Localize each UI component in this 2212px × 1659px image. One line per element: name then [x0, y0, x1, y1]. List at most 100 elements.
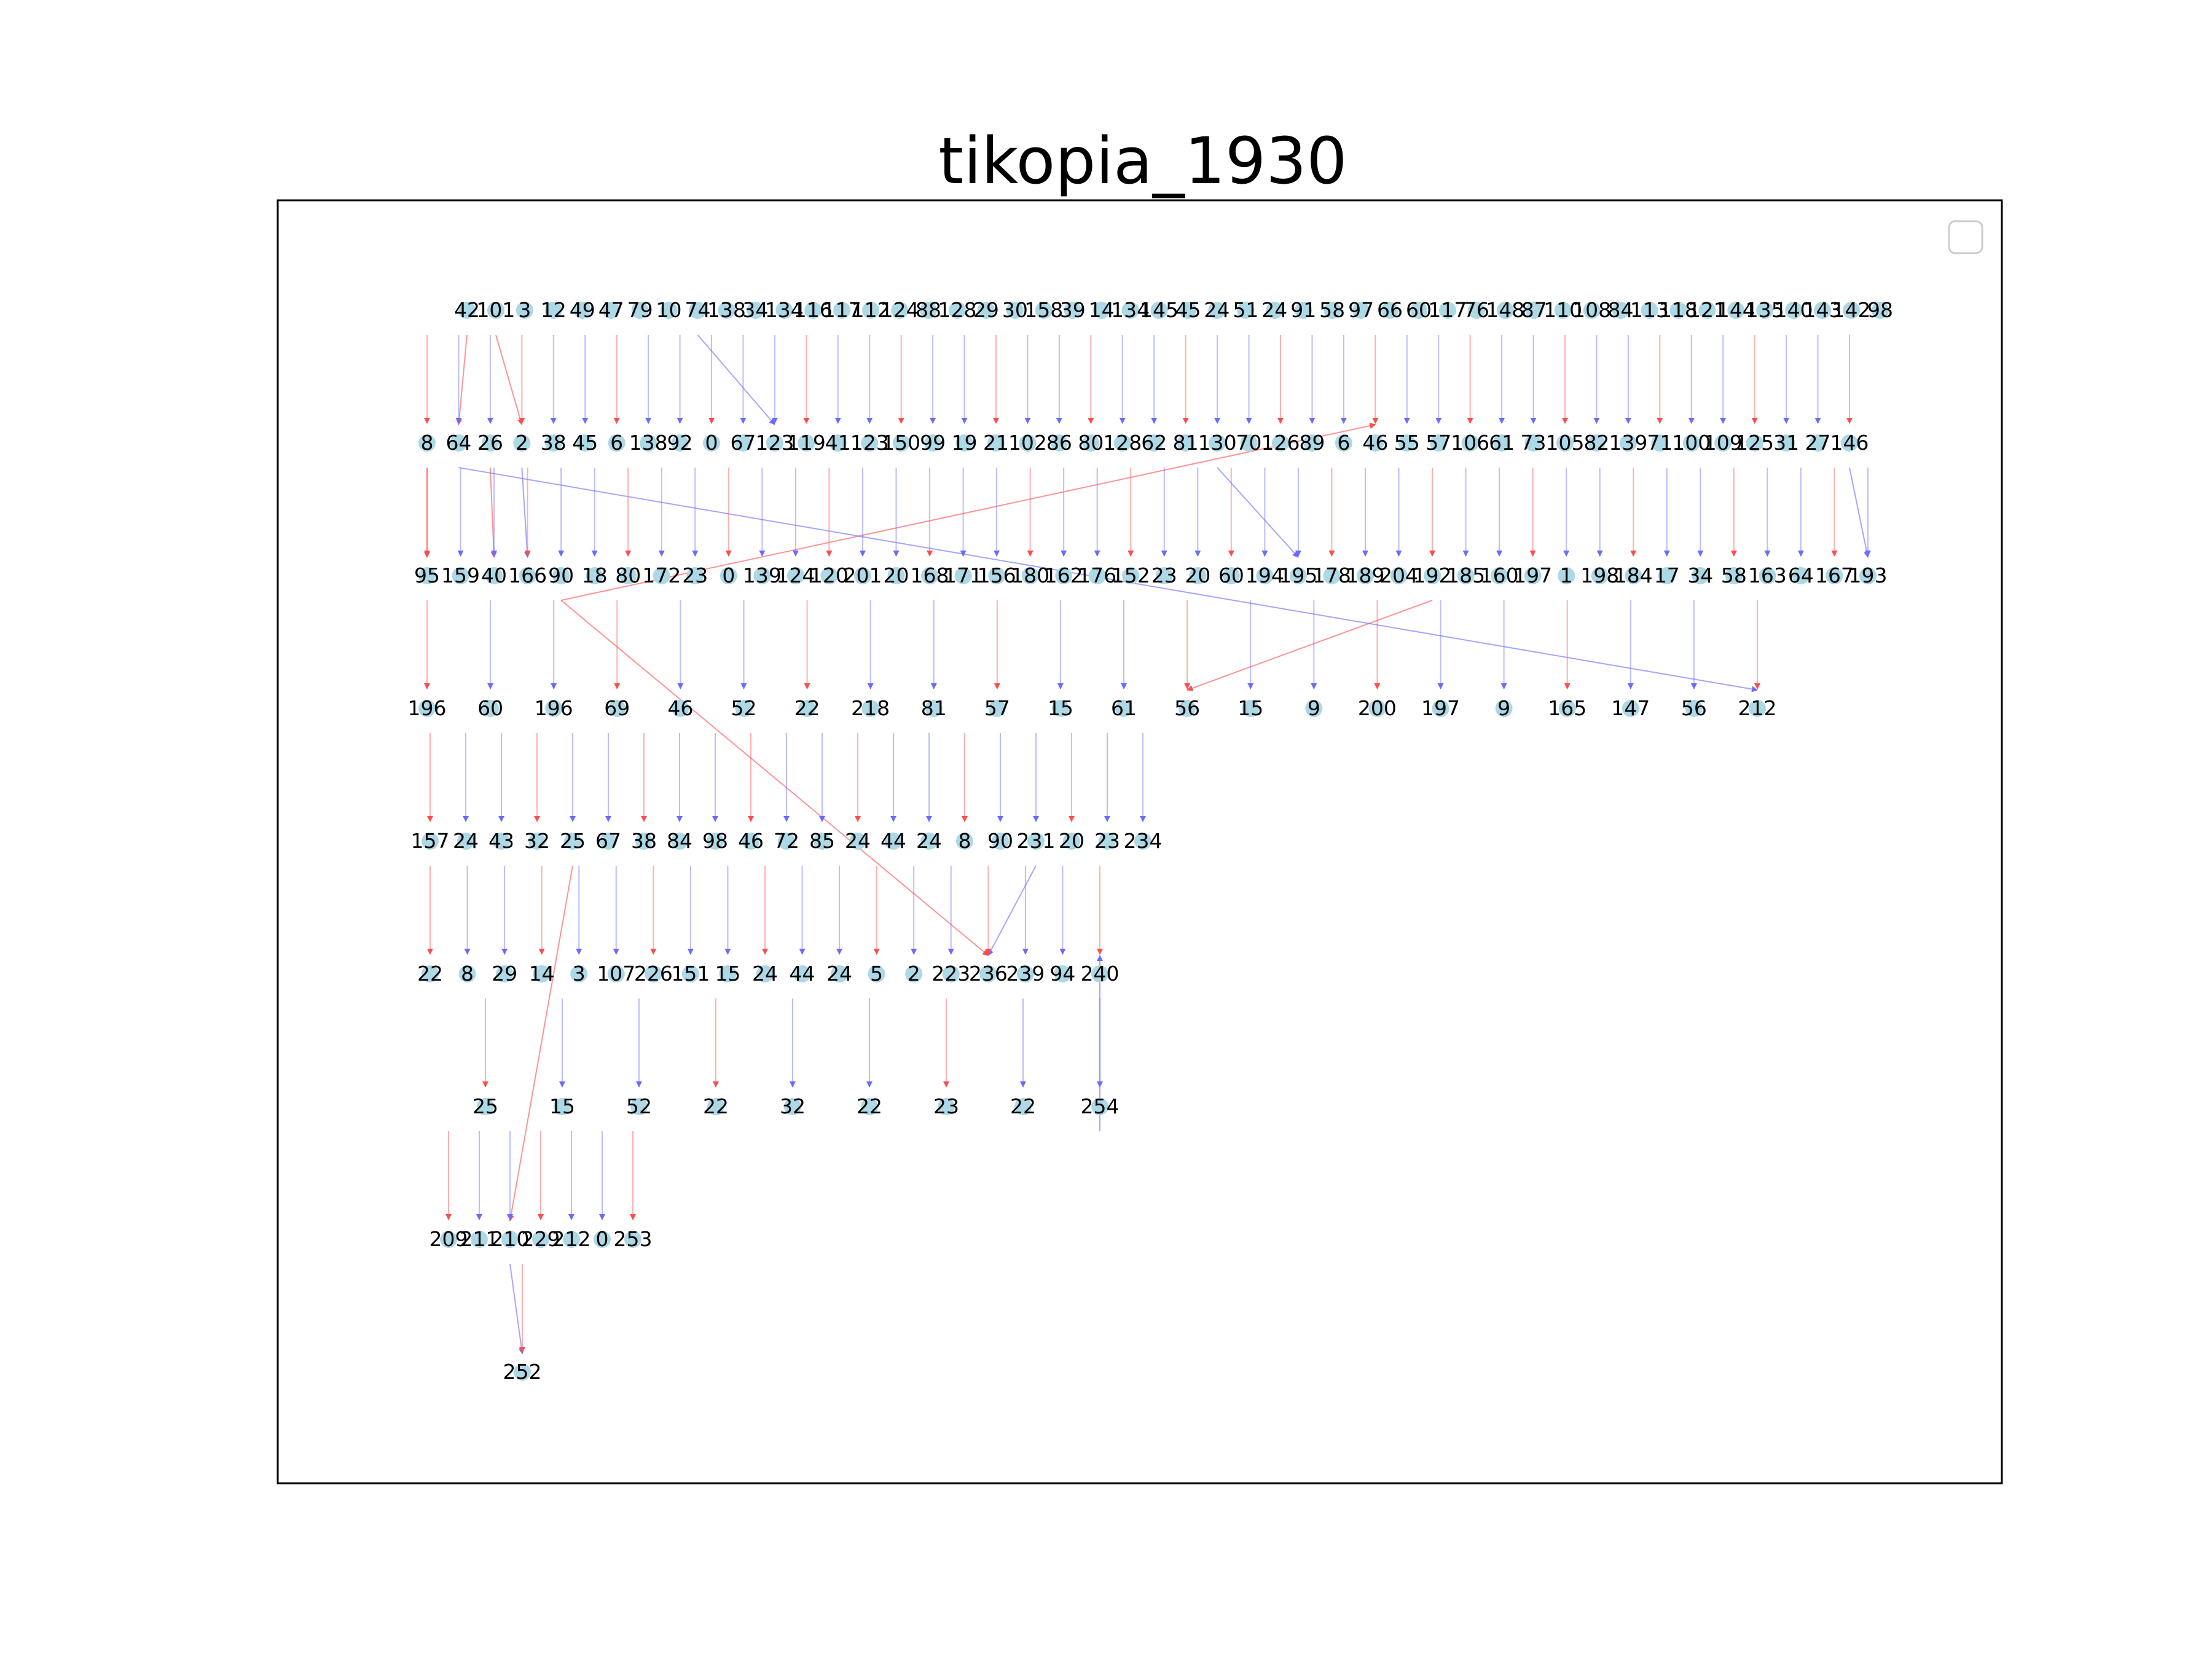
graph-node [1021, 567, 1039, 584]
node-label: 80 [615, 563, 641, 587]
node-label: 198 [1580, 563, 1619, 587]
graph-node [532, 1231, 549, 1248]
graph-node [955, 434, 973, 452]
graph-node [671, 434, 689, 452]
node-label: 142 [1832, 298, 1871, 322]
node-label: 110 [1543, 298, 1582, 322]
node-label: 151 [671, 962, 710, 986]
graph-node [718, 302, 735, 319]
graph-node [1698, 302, 1716, 319]
graph-node [948, 302, 966, 319]
node-label: 121 [1688, 298, 1727, 322]
graph-node [1792, 567, 1810, 584]
graph-node [1352, 302, 1370, 319]
graph-node [1872, 302, 1889, 319]
graph-node [528, 833, 546, 850]
graph-node [573, 302, 591, 319]
node-label: 165 [1548, 696, 1586, 720]
graph-node [1390, 567, 1408, 584]
node-label: 8 [461, 962, 474, 986]
node-label: 57 [984, 696, 1010, 720]
graph-node [471, 1231, 488, 1248]
node-label: 106 [1451, 431, 1489, 455]
graph-node [798, 700, 816, 717]
graph-node [1019, 434, 1037, 452]
node-label: 39 [1060, 298, 1086, 322]
graph-node [570, 965, 588, 982]
graph-node [1381, 302, 1399, 319]
graph-node [681, 965, 699, 982]
node-label: 107 [597, 962, 635, 986]
graph-node [1809, 434, 1827, 452]
node-label: 32 [780, 1094, 806, 1118]
graph-node [1398, 434, 1416, 452]
graph-node [1749, 700, 1766, 717]
graph-node [487, 302, 504, 319]
node-label: 209 [429, 1227, 468, 1251]
node-label: 24 [845, 829, 871, 853]
graph-node [793, 965, 811, 982]
graph-node [1524, 567, 1542, 584]
node-label: 80 [1078, 431, 1104, 455]
node-label: 120 [810, 563, 849, 587]
node-label: 15 [1048, 696, 1073, 720]
node-label: 38 [631, 829, 657, 853]
node-label: 89 [1299, 431, 1325, 455]
node-label: 167 [1815, 563, 1854, 587]
graph-node [493, 833, 510, 850]
graph-node [1778, 434, 1795, 452]
node-label: 24 [1204, 298, 1230, 322]
graph-node [514, 1363, 531, 1381]
node-label: 147 [1611, 696, 1650, 720]
graph-node [833, 302, 851, 319]
node-label: 40 [481, 563, 507, 587]
graph-edge [521, 467, 531, 558]
node-label: 124 [776, 563, 815, 587]
graph-node [1556, 434, 1574, 452]
graph-node [594, 1231, 611, 1248]
graph-node [1859, 567, 1877, 584]
node-label: 117 [1428, 298, 1467, 322]
graph-node [1461, 434, 1479, 452]
node-label: 128 [1103, 431, 1142, 455]
graph-node [862, 302, 880, 319]
graph-edge [508, 865, 573, 1222]
graph-node [734, 434, 752, 452]
graph-node [1725, 567, 1743, 584]
node-label: 58 [1721, 563, 1747, 587]
node-label: 172 [642, 563, 681, 587]
node-label: 180 [1011, 563, 1049, 587]
node-label: 1 [1560, 563, 1573, 587]
graph-node [1091, 1098, 1108, 1115]
node-label: 87 [1521, 298, 1547, 322]
graph-node [1189, 567, 1207, 584]
graph-node [924, 434, 942, 452]
node-label: 25 [473, 1094, 498, 1118]
node-label: 124 [880, 298, 919, 322]
node-label: 125 [1735, 431, 1774, 455]
graph-node [576, 434, 594, 452]
graph-edge [1186, 600, 1433, 691]
graph-node [689, 302, 707, 319]
graph-node [1368, 700, 1386, 717]
graph-node [544, 434, 562, 452]
node-label: 45 [572, 431, 598, 455]
graph-node [1240, 434, 1258, 452]
graph-node [552, 567, 570, 584]
node-label: 17 [1654, 563, 1680, 587]
graph-node [1558, 567, 1575, 584]
graph-node [703, 434, 720, 452]
node-label: 42 [454, 298, 480, 322]
node-label: 20 [883, 563, 909, 587]
graph-node [887, 567, 905, 584]
node-label: 128 [938, 298, 976, 322]
graph-node [1177, 434, 1194, 452]
node-label: 44 [790, 962, 815, 986]
graph-node [672, 700, 689, 717]
node-label: 3 [518, 298, 531, 322]
node-label: 158 [1024, 298, 1063, 322]
node-label: 25 [560, 829, 586, 853]
graph-node [1222, 567, 1240, 584]
graph-node [533, 965, 551, 982]
